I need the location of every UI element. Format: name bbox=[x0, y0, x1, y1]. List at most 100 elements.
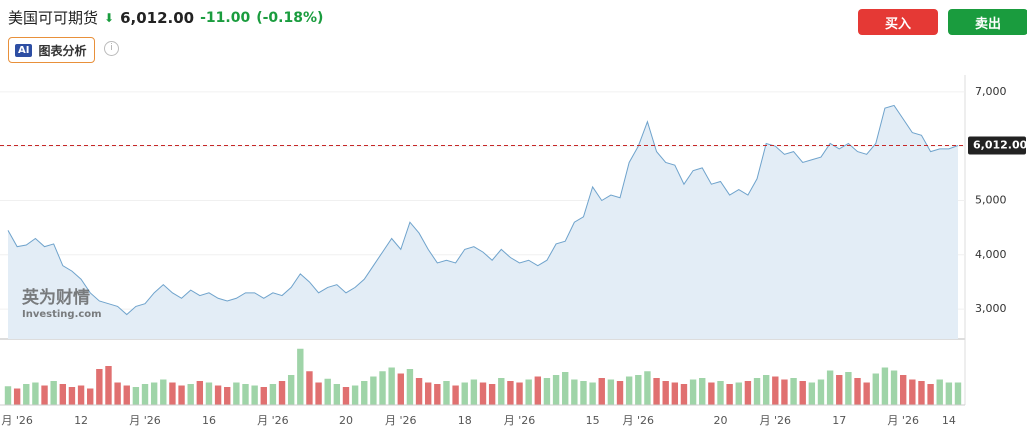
volume-bar bbox=[123, 385, 130, 405]
volume-bar bbox=[580, 381, 587, 405]
volume-bar bbox=[114, 382, 121, 405]
volume-bar bbox=[224, 387, 231, 405]
volume-bar bbox=[607, 379, 615, 405]
volume-bar bbox=[653, 378, 660, 405]
down-arrow: ⬇ bbox=[104, 10, 115, 25]
volume-bar bbox=[77, 385, 85, 405]
volume-bar bbox=[945, 382, 953, 405]
volume-bar bbox=[808, 382, 816, 405]
volume-bar bbox=[735, 382, 742, 405]
volume-bar bbox=[434, 384, 441, 405]
volume-bar bbox=[708, 382, 715, 405]
volume-bar bbox=[516, 382, 523, 405]
volume-bar bbox=[598, 378, 605, 405]
volume-bar bbox=[150, 382, 158, 405]
volume-bar bbox=[278, 381, 286, 405]
volume-bar bbox=[141, 384, 149, 405]
ai-label: 图表分析 bbox=[38, 43, 87, 58]
volume-bar bbox=[525, 379, 532, 405]
volume-bar bbox=[351, 385, 359, 405]
volume-bar bbox=[872, 373, 879, 405]
volume-bar bbox=[488, 384, 496, 405]
volume-bar bbox=[388, 367, 395, 405]
x-tick-label: 月 '26 bbox=[623, 414, 655, 427]
volume-bar bbox=[589, 382, 596, 405]
watermark: Investing.com bbox=[22, 309, 102, 320]
y-tick-label: 5,000 bbox=[975, 193, 1007, 206]
volume-bar bbox=[23, 384, 30, 405]
volume-bar bbox=[680, 384, 688, 405]
y-tick-label: 7,000 bbox=[975, 85, 1007, 98]
area bbox=[8, 105, 958, 339]
header: 美国可可期货 ⬇ 6,012.00 -11.00 (-0.18%) bbox=[8, 7, 323, 28]
volume-bar bbox=[799, 381, 806, 405]
volume-bar bbox=[927, 384, 934, 405]
volume-bar bbox=[214, 385, 222, 405]
volume-bar bbox=[498, 378, 505, 405]
volume-bar bbox=[644, 371, 651, 405]
volume-bar bbox=[909, 379, 916, 405]
volume-bar bbox=[543, 378, 551, 405]
volume-bar bbox=[890, 370, 898, 405]
volume-bar bbox=[717, 381, 724, 405]
volume-bar bbox=[671, 382, 679, 405]
volume-bar bbox=[790, 378, 797, 405]
volume-bar bbox=[160, 379, 167, 405]
x-tick-label: 月 '26 bbox=[887, 414, 919, 427]
x-tick-label: 14 bbox=[942, 414, 956, 427]
volume-bar bbox=[169, 382, 176, 405]
volume-bar bbox=[781, 379, 788, 405]
volume-bar bbox=[287, 375, 295, 405]
x-tick-label: 月 '26 bbox=[1, 414, 33, 427]
volume-bar bbox=[297, 348, 304, 405]
volume-bar bbox=[479, 382, 487, 405]
volume-bar bbox=[342, 387, 350, 405]
volume-bar bbox=[699, 378, 706, 405]
volume-bar bbox=[251, 385, 258, 405]
volume-bar bbox=[105, 366, 112, 405]
volume-bar bbox=[936, 379, 943, 405]
volume-bar bbox=[96, 369, 103, 405]
volume-bar bbox=[881, 367, 889, 405]
watermark: 英为财情 bbox=[22, 287, 90, 308]
x-tick-label: 月 '26 bbox=[257, 414, 289, 427]
volume-bar bbox=[753, 378, 761, 405]
volume-bar bbox=[625, 376, 633, 405]
x-tick-label: 12 bbox=[74, 414, 88, 427]
volume-bar bbox=[507, 381, 514, 405]
volume-bar bbox=[443, 381, 450, 405]
sell-button[interactable]: 卖出 bbox=[948, 9, 1027, 35]
x-tick-label: 20 bbox=[714, 414, 728, 427]
last-price-label: 6,012.00 bbox=[973, 139, 1027, 152]
volume-bar bbox=[269, 384, 277, 405]
volume-bar bbox=[726, 384, 733, 405]
volume-bar bbox=[689, 379, 697, 405]
volume-bar bbox=[132, 387, 140, 405]
volume-bar bbox=[863, 382, 870, 405]
volume-bar bbox=[744, 381, 752, 405]
y-tick-label: 3,000 bbox=[975, 302, 1007, 315]
volume-bar bbox=[452, 385, 459, 405]
ai-analysis-button[interactable]: AI 图表分析 bbox=[8, 37, 96, 63]
volume-bar bbox=[845, 372, 852, 405]
volume-bar bbox=[954, 382, 962, 405]
change: -11.00 bbox=[200, 9, 251, 26]
volume-bar bbox=[899, 375, 907, 405]
volume-bar bbox=[635, 375, 642, 405]
volume-bar bbox=[370, 376, 377, 405]
info-icon[interactable]: i bbox=[104, 41, 119, 56]
volume-bar bbox=[397, 373, 404, 405]
volume-bar bbox=[662, 381, 669, 405]
x-tick-label: 17 bbox=[832, 414, 846, 427]
volume-bar bbox=[552, 375, 560, 405]
buy-button[interactable]: 买入 bbox=[858, 9, 938, 35]
volume-bar bbox=[68, 387, 76, 405]
price-line bbox=[7, 104, 959, 316]
x-tick-label: 月 '26 bbox=[385, 414, 417, 427]
ai-badge: AI bbox=[15, 43, 33, 57]
volume-bar bbox=[361, 381, 368, 405]
volume-bar bbox=[260, 387, 267, 405]
price: 6,012.00 bbox=[120, 8, 195, 27]
